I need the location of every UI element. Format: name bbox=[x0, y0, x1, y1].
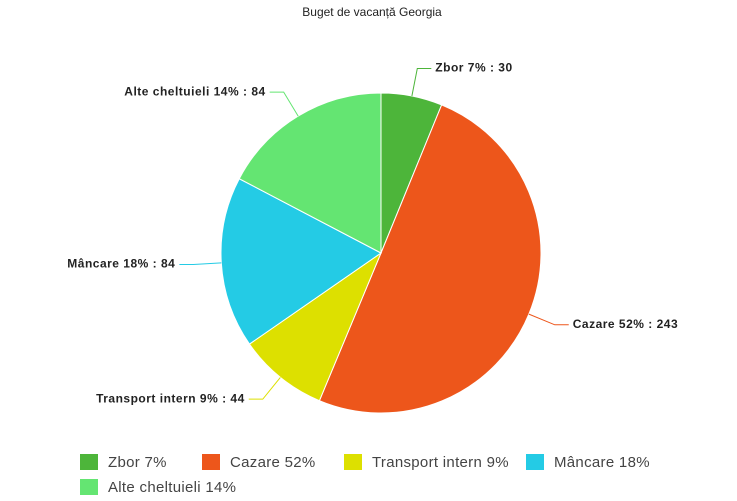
legend-label: Transport intern 9% bbox=[372, 454, 509, 471]
legend-label: Alte cheltuieli 14% bbox=[108, 479, 236, 496]
legend-swatch bbox=[526, 454, 544, 470]
legend-label: Cazare 52% bbox=[230, 454, 316, 471]
data-label: Zbor 7% : 30 bbox=[435, 61, 512, 75]
legend-swatch bbox=[80, 479, 98, 495]
legend-swatch bbox=[80, 454, 98, 470]
leader-line bbox=[528, 313, 569, 326]
leader-line bbox=[248, 377, 281, 400]
pie-slice bbox=[238, 92, 382, 254]
legend-swatch bbox=[344, 454, 362, 470]
pie-slice bbox=[248, 251, 383, 402]
legend-label: Zbor 7% bbox=[108, 454, 167, 471]
leader-line bbox=[411, 68, 432, 97]
chart-title: Buget de vacanță Georgia bbox=[302, 5, 442, 19]
legend-label: Mâncare 18% bbox=[554, 454, 650, 471]
data-label: Mâncare 18% : 84 bbox=[67, 257, 175, 271]
data-label: Transport intern 9% : 44 bbox=[96, 391, 245, 405]
data-label: Alte cheltuieli 14% : 84 bbox=[124, 84, 265, 98]
pie-slice bbox=[220, 178, 382, 345]
data-label: Cazare 52% : 243 bbox=[573, 317, 678, 331]
leader-line bbox=[179, 262, 222, 266]
leader-line bbox=[269, 91, 299, 117]
legend-swatch bbox=[202, 454, 220, 470]
